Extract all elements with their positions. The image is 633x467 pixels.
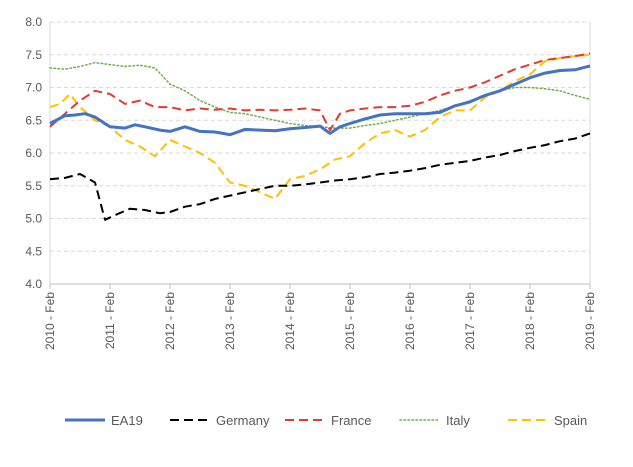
x-tick-label: 2016 - Feb <box>403 292 417 350</box>
legend-label: Italy <box>446 413 470 428</box>
axes: 4.0 4.5 5.0 5.5 6.0 6.5 7.0 7.5 8.0 2010 - Feb 201… <box>25 15 597 350</box>
x-tick-label: 2015 - Feb <box>343 292 357 350</box>
x-tick-label: 2017 - Feb <box>463 292 477 350</box>
x-tick-label: 2018 - Feb <box>523 292 537 350</box>
y-tick-label: 4.0 <box>25 277 42 291</box>
y-tick-label: 5.5 <box>25 179 42 193</box>
gridlines <box>50 21 590 252</box>
y-tick-label: 4.5 <box>25 244 42 258</box>
x-tick-label: 2011 - Feb <box>103 292 117 349</box>
legend-label: France <box>331 413 371 428</box>
y-tick-label: 5.0 <box>25 212 42 226</box>
x-tick-label: 2014 - Feb <box>283 292 297 350</box>
series-lines <box>49 52 591 221</box>
x-tick-label: 2019 - Feb <box>583 292 597 350</box>
y-tick-label: 7.0 <box>25 81 42 95</box>
y-tick-label: 7.5 <box>25 48 42 62</box>
y-tick-label: 6.5 <box>25 113 42 127</box>
legend-label: EA19 <box>111 413 143 428</box>
y-tick-label: 6.0 <box>25 146 42 160</box>
x-tick-label: 2012 - Feb <box>163 292 177 350</box>
x-tick-label: 2013 - Feb <box>223 292 237 350</box>
legend-label: Germany <box>216 413 270 428</box>
series-line-ea19 <box>49 64 591 137</box>
series-line-france <box>49 52 591 132</box>
legend: EA19 Germany France Italy Spain <box>65 413 587 428</box>
series-line-germany <box>49 132 591 221</box>
x-tick-label: 2010 - Feb <box>43 292 57 350</box>
legend-label: Spain <box>554 413 587 428</box>
y-tick-label: 8.0 <box>25 15 42 29</box>
